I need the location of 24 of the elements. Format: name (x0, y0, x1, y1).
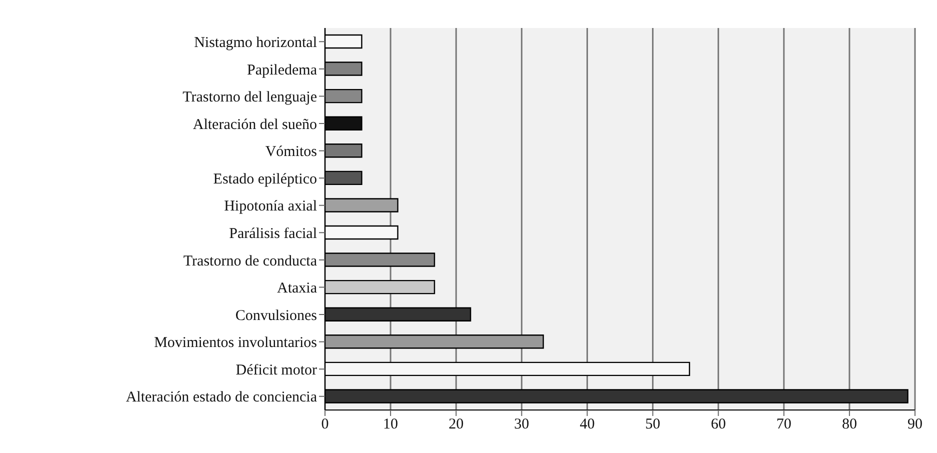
y-tick-label: Trastorno de conducta (183, 253, 318, 270)
x-tick-label: 60 (710, 416, 726, 433)
x-tick-label: 40 (580, 416, 595, 433)
y-tick-label: Parálisis facial (229, 226, 317, 242)
x-tick-label: 70 (776, 416, 792, 433)
y-tick-label: Ataxia (277, 280, 318, 297)
x-tick-label: 50 (645, 416, 660, 433)
y-tick-label: Vómitos (265, 144, 318, 160)
y-tick-label: Convulsiones (235, 308, 318, 324)
y-tick-label: Trastorno del lenguaje (182, 90, 318, 106)
y-tick-label: Estado epiléptico (213, 171, 317, 188)
y-tick-label: Déficit motor (236, 362, 317, 378)
x-tick-label: 10 (383, 416, 398, 433)
y-tick-label: Movimientos involuntarios (154, 335, 318, 352)
y-tick-label: Nistagmo horizontal (194, 34, 317, 51)
y-tick-label: Alteración del sueño (192, 116, 317, 133)
x-tick-label: 20 (448, 416, 464, 433)
x-tick-label: 90 (908, 416, 922, 433)
x-tick-label: 80 (842, 416, 857, 433)
x-tick-label: 30 (514, 416, 530, 433)
y-tick-label: Hipotonía axial (224, 198, 317, 215)
x-tick-label: 0 (321, 416, 329, 433)
y-tick-label: Alteración estado de conciencia (126, 390, 318, 406)
y-tick-label: Papiledema (247, 62, 318, 78)
